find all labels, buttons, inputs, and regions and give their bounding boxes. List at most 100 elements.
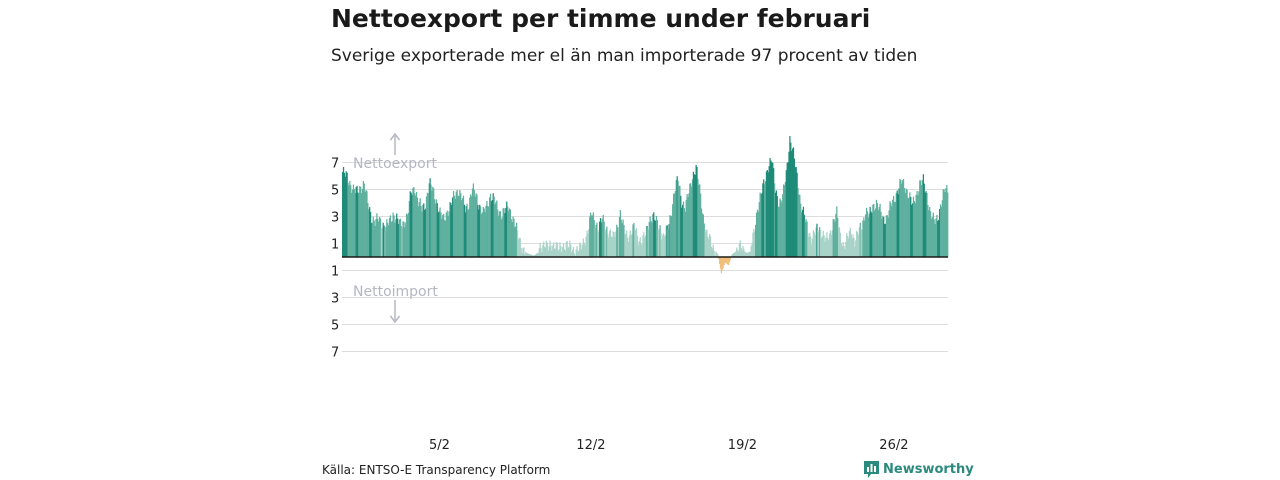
export-bar [558, 249, 560, 257]
export-bar [813, 232, 815, 257]
export-bar [367, 203, 369, 257]
export-bar [637, 245, 640, 257]
export-bar [820, 238, 823, 257]
export-bar [847, 235, 849, 257]
export-bar [699, 184, 701, 257]
export-bar [364, 191, 366, 257]
export-bar [505, 207, 507, 257]
export-bar [791, 148, 794, 257]
export-bar [946, 185, 948, 257]
chart-title: Nettoexport per timme under februari [331, 4, 871, 33]
export-bar [403, 221, 405, 257]
export-bar [757, 211, 759, 257]
export-bar [883, 216, 885, 257]
export-bar [745, 252, 747, 257]
export-bar [348, 185, 350, 257]
export-bar [448, 211, 450, 257]
export-bar [759, 192, 761, 257]
export-bar [924, 192, 926, 257]
export-bar [616, 224, 618, 257]
export-bar [860, 228, 862, 257]
export-bar [771, 162, 773, 257]
export-bar [469, 197, 471, 257]
export-bar [444, 220, 447, 257]
export-bar [452, 191, 455, 257]
export-bar [843, 245, 845, 257]
export-bar [890, 203, 892, 257]
export-bar [592, 212, 594, 257]
export-bar [478, 209, 480, 257]
export-bar [704, 232, 706, 257]
export-bar [716, 252, 718, 257]
export-bar [845, 241, 847, 257]
export-bar [784, 181, 787, 257]
export-bar [385, 226, 387, 257]
export-bar [578, 250, 580, 257]
export-bar [352, 184, 355, 257]
export-bar [423, 203, 425, 257]
export-bar [394, 222, 396, 257]
export-bar [776, 196, 778, 257]
export-bar [613, 231, 615, 257]
export-bar [901, 183, 903, 257]
export-bar [783, 185, 786, 257]
export-bar [632, 224, 634, 257]
export-bar [649, 216, 651, 257]
export-bar [941, 200, 943, 257]
export-bar [489, 193, 492, 257]
export-bar [748, 251, 750, 257]
export-bar [526, 253, 529, 257]
export-bar [413, 187, 415, 257]
export-bar [487, 206, 489, 257]
export-bar [535, 253, 538, 257]
export-bar [919, 180, 921, 257]
export-bar [379, 218, 382, 257]
export-bar [947, 192, 949, 257]
export-bar [865, 214, 867, 257]
export-bar [562, 247, 564, 257]
import-bar [718, 257, 720, 260]
export-bar [641, 244, 643, 257]
export-bar [772, 162, 774, 257]
export-bar [937, 220, 939, 257]
export-bar [747, 252, 750, 257]
export-bar [380, 227, 383, 257]
export-bar [869, 206, 871, 257]
export-bar [372, 216, 374, 257]
export-bar [773, 168, 775, 257]
export-bar [443, 213, 445, 257]
export-bar [551, 250, 553, 257]
export-bar [567, 247, 569, 257]
export-bar [462, 195, 465, 257]
export-bar [842, 241, 844, 257]
export-bar [896, 190, 898, 257]
export-bar [799, 194, 801, 257]
y-tick-label: 1 [331, 238, 339, 253]
export-bar [614, 236, 616, 257]
export-bar [377, 218, 379, 257]
export-bar [498, 211, 501, 257]
export-bar [717, 254, 719, 257]
export-bar [361, 188, 364, 257]
export-bar [411, 194, 413, 257]
export-bar [827, 238, 829, 257]
export-bar [390, 221, 392, 257]
export-bar [737, 251, 740, 257]
export-bar [629, 230, 631, 257]
export-bar [788, 151, 790, 257]
export-bar [378, 221, 380, 257]
export-bar [466, 203, 468, 257]
export-bar [415, 195, 417, 257]
export-bar [646, 226, 649, 257]
export-bar [898, 188, 900, 257]
export-bar [562, 243, 565, 257]
export-bar [506, 201, 508, 257]
export-bar [918, 191, 920, 257]
export-bar [856, 232, 859, 257]
export-bar [693, 174, 695, 257]
export-bar [404, 227, 406, 257]
export-bar [709, 236, 712, 257]
export-bar [343, 172, 346, 257]
import-bar [725, 257, 727, 264]
export-bar [710, 246, 713, 257]
